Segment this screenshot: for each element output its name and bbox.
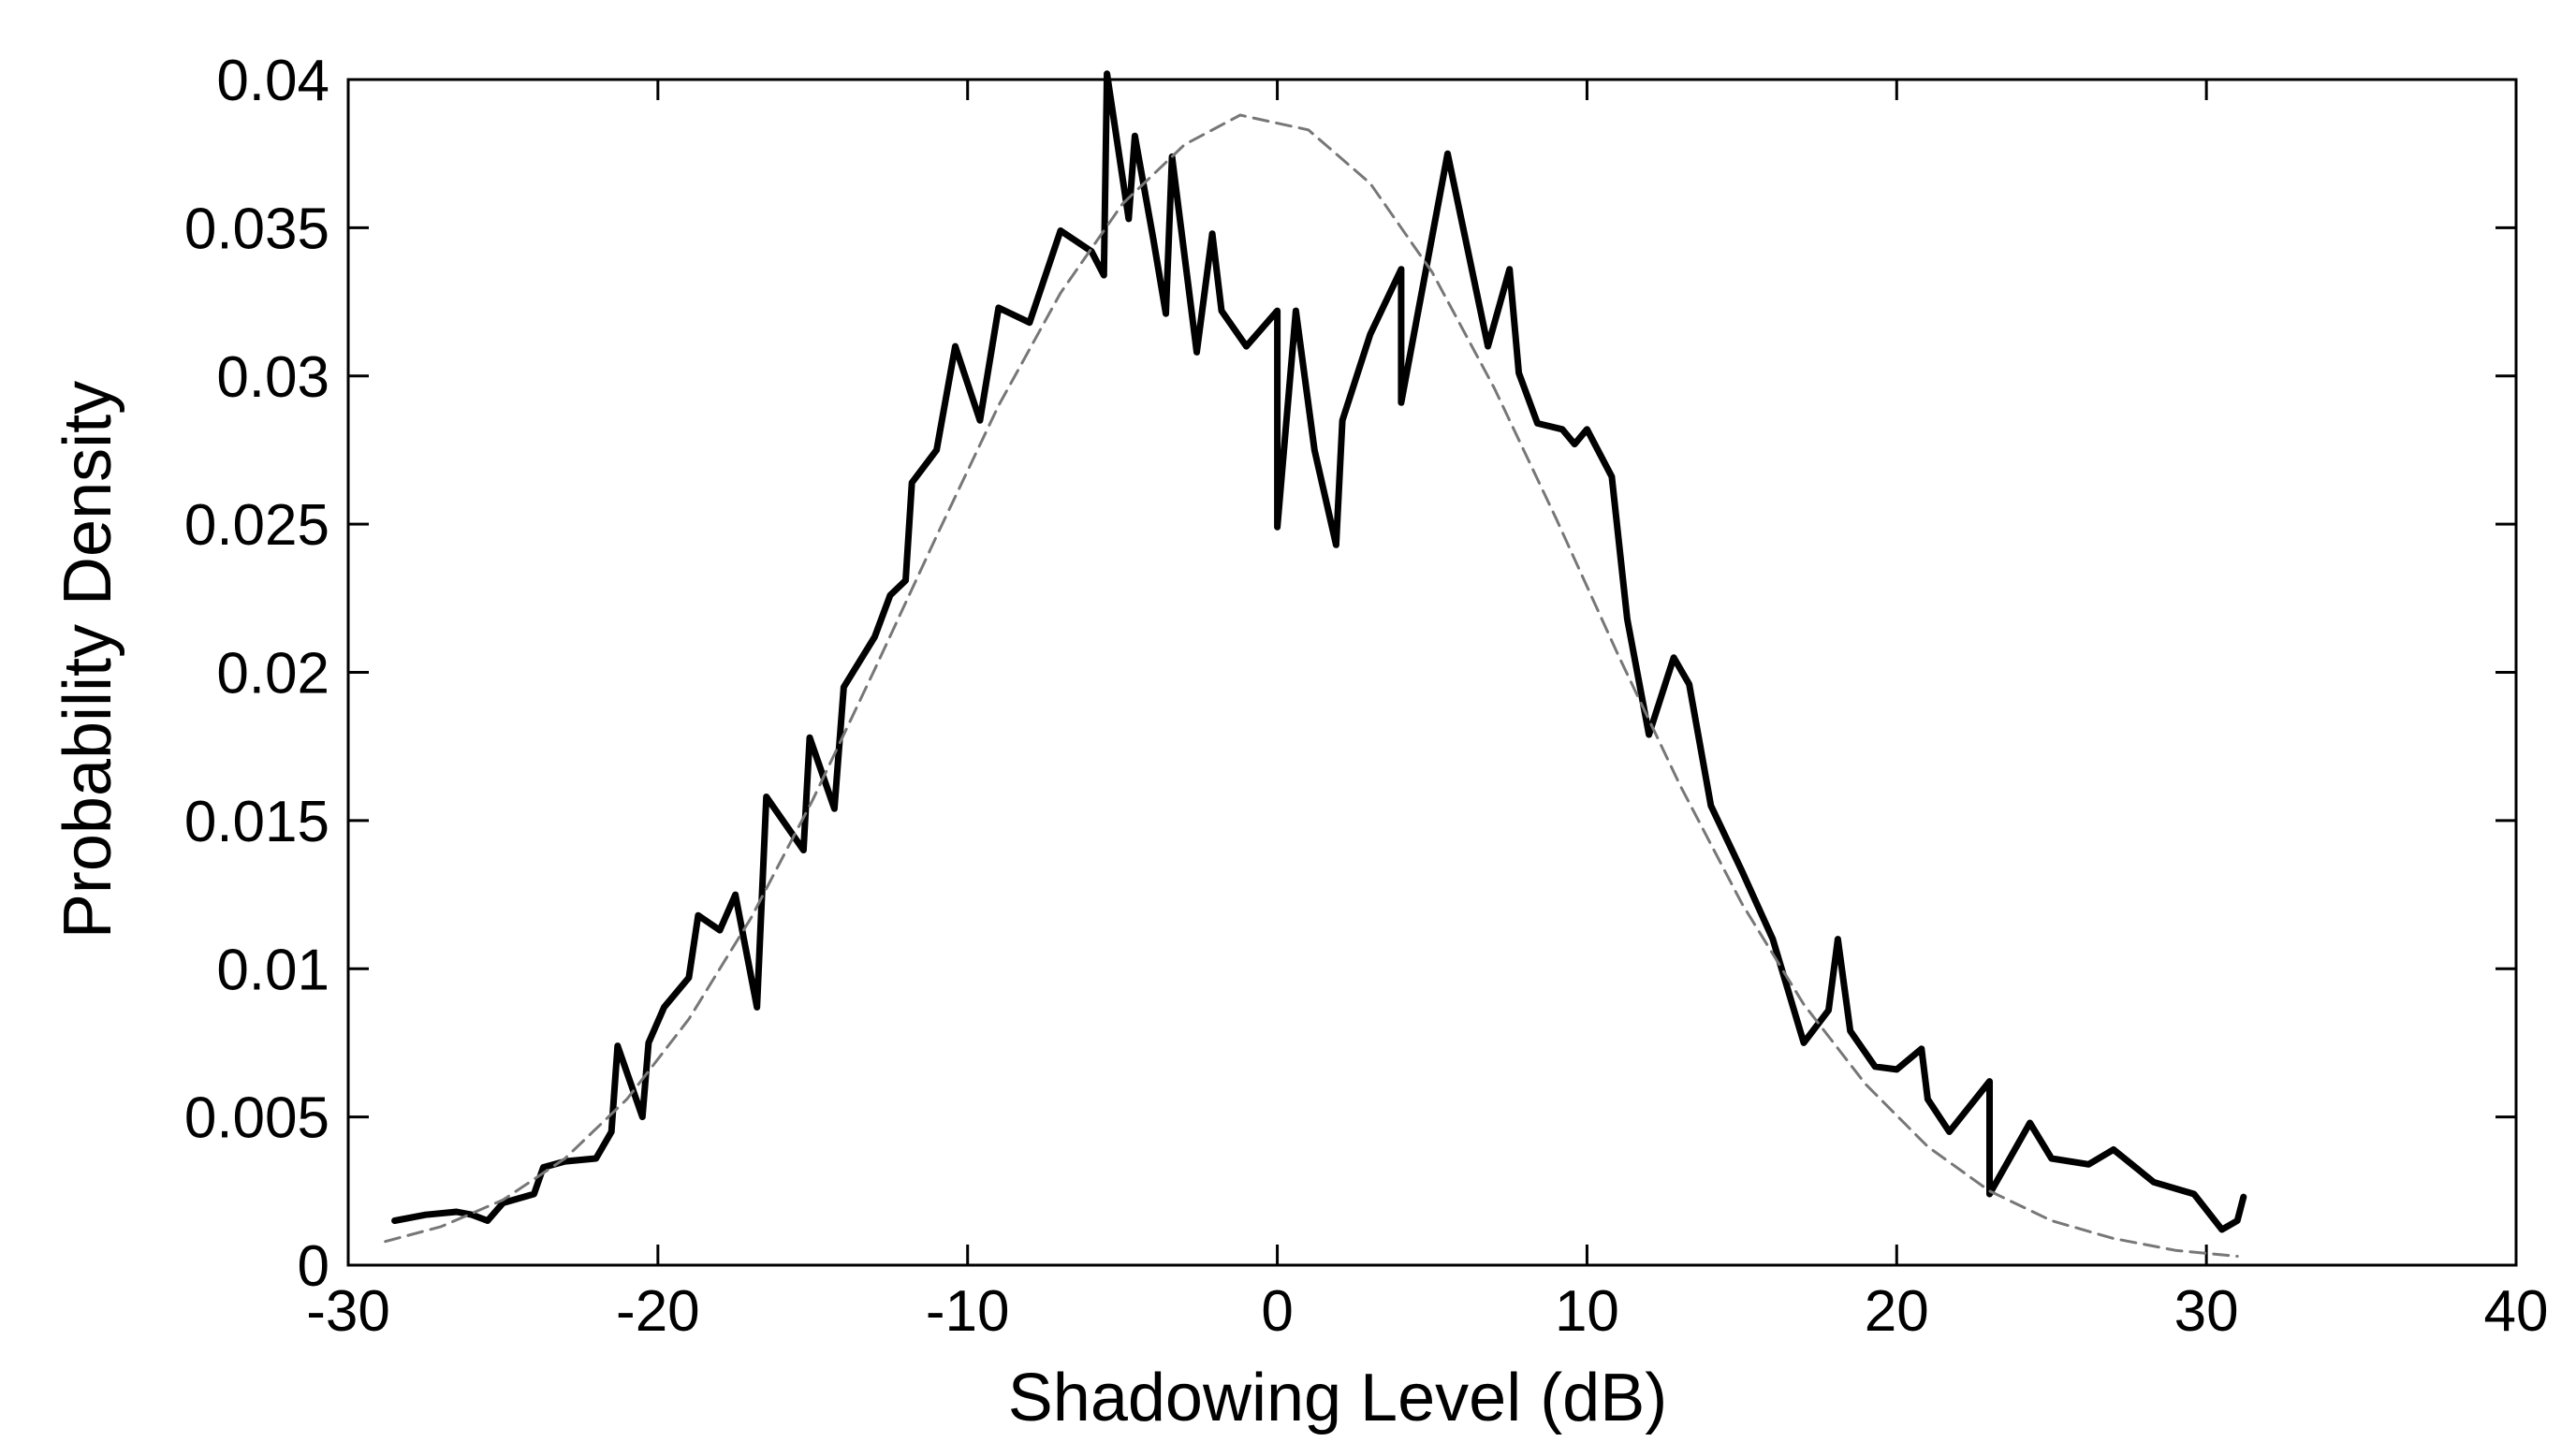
x-tick-label: 20: [1865, 1279, 1929, 1344]
x-tick-label: -20: [616, 1279, 700, 1344]
fitted-curve-line: [384, 113, 2239, 1258]
y-tick-label: 0.04: [216, 49, 329, 113]
y-tick-label: 0.02: [216, 642, 329, 706]
x-tick-label: 10: [1555, 1279, 1619, 1344]
x-tick-label: 0: [1261, 1279, 1293, 1344]
x-tick-label: -10: [926, 1279, 1010, 1344]
y-tick-label: 0.035: [184, 197, 329, 261]
y-tick-label: 0.025: [184, 493, 329, 558]
x-axis-title: Shadowing Level (dB): [1008, 1361, 1667, 1435]
x-tick-label: 40: [2484, 1279, 2549, 1344]
y-axis-title: Probability Density: [51, 381, 125, 939]
y-tick-label: 0.03: [216, 345, 329, 410]
measured-density-line: [391, 70, 2247, 1233]
y-tick-label: 0.015: [184, 790, 329, 854]
y-tick-label: 0.005: [184, 1086, 329, 1151]
x-tick-label: 30: [2174, 1279, 2239, 1344]
x-tick-label: -30: [306, 1279, 390, 1344]
y-tick-label: 0.01: [216, 938, 329, 1002]
y-tick-label: 0: [298, 1234, 329, 1299]
